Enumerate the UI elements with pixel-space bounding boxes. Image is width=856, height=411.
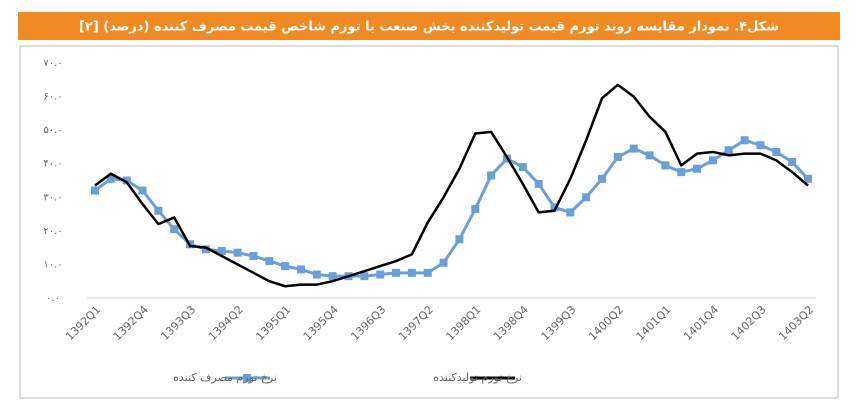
series-line [94,138,810,278]
point-marker [724,146,733,155]
point-marker [312,270,321,279]
x-tick-label: 1393Q3 [158,303,198,343]
y-tick-label: ۱۰.۰ [43,259,62,270]
point-marker [455,235,464,244]
point-marker [645,151,654,160]
legend-label: نرخ تورم مصرف کننده [173,371,277,384]
point-marker [582,193,591,202]
point-marker [138,186,147,195]
point-marker [487,171,496,180]
point-marker [566,208,575,217]
point-marker [91,186,99,195]
point-marker [534,179,543,188]
point-marker [360,272,369,281]
point-marker [249,252,258,261]
point-marker [217,247,226,255]
point-marker [598,174,607,183]
point-marker [550,203,559,212]
title-bar [18,12,840,40]
point-marker [518,163,527,172]
series-line [94,83,809,288]
point-marker [804,174,812,183]
y-tick-label: ۶۰.۰ [43,92,62,103]
point-marker [788,158,797,167]
point-marker [613,153,622,161]
chart-title: شکل۴. نمودار مقایسه روند تورم قیمت تولید… [79,20,779,35]
x-tick-label: 1403Q2 [776,303,816,343]
point-marker [661,161,670,170]
point-marker [296,265,305,274]
x-tick-label: 1398Q4 [491,303,531,343]
point-marker [439,258,448,267]
x-tick-label: 1402Q3 [729,303,769,343]
point-marker [265,257,274,266]
point-marker [471,205,480,214]
point-marker [407,268,416,277]
y-tick-label: ۴۰.۰ [43,159,62,170]
point-marker [740,136,749,145]
point-marker [423,268,432,277]
y-tick-label: ۷۰.۰ [43,58,62,69]
point-marker [154,206,163,215]
chart-frame [19,45,839,399]
x-tick-label: 1392Q4 [111,303,151,343]
x-tick-label: 1401Q4 [681,303,721,343]
x-tick-label: 1395Q1 [253,303,293,343]
x-tick-label: 1392Q1 [63,303,103,343]
point-marker [756,141,765,150]
legend-marker [243,374,251,382]
point-marker [708,156,717,165]
point-marker [281,262,290,271]
point-marker [392,268,401,277]
point-marker [201,245,210,254]
point-marker [629,144,638,153]
point-marker [170,225,179,234]
y-tick-label: ۲۰.۰ [43,226,62,237]
point-marker [772,147,781,156]
x-tick-label: 1397Q2 [396,303,436,343]
x-tick-label: 1398Q1 [443,303,483,343]
x-tick-label: 1394Q2 [206,303,246,343]
x-tick-label: 1401Q1 [634,303,674,343]
point-marker [106,174,115,183]
point-marker [122,176,131,185]
y-tick-label: ۳۰.۰ [43,192,62,203]
y-tick-label: ۵۰.۰ [43,125,62,136]
point-marker [376,270,385,279]
y-tick-label: ۰.۰ [46,293,60,304]
point-marker [677,168,686,177]
point-marker [233,248,242,257]
x-tick-label: 1400Q2 [586,303,626,343]
point-marker [328,272,337,281]
legend-label: نرخ تورم تولیدکننده [433,371,522,384]
x-tick-label: 1399Q3 [539,303,579,343]
point-marker [693,164,702,173]
x-tick-label: 1395Q4 [301,303,341,343]
x-tick-label: 1396Q3 [348,303,388,343]
